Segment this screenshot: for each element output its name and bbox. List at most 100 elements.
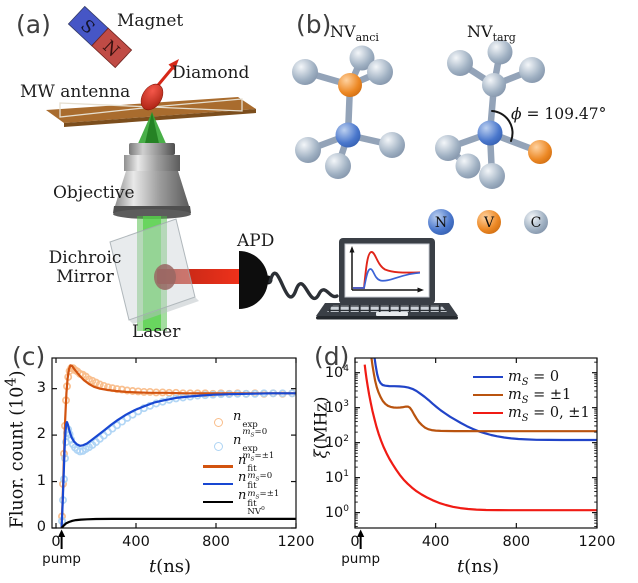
legend-line-sample — [473, 375, 503, 379]
pump-label-c: pump — [42, 551, 82, 567]
atom-legend: N V C — [428, 209, 548, 235]
x-tick-label-d: 1200 — [578, 534, 616, 550]
panel-letter-c: (c) — [12, 342, 46, 371]
y-tick-label-c: 2 — [36, 426, 46, 443]
dichroic-label-line2: Mirror — [56, 267, 114, 287]
y-tick-label-d: 103 — [324, 398, 349, 416]
series-c-4 — [60, 517, 296, 528]
y-tick-label-d: 104 — [324, 363, 349, 381]
legend-line-sample — [203, 500, 233, 504]
carbon-atom — [349, 45, 375, 71]
legend-label: mS = 0 — [508, 369, 560, 388]
laptop-icon — [316, 238, 458, 320]
carbon-atom — [455, 153, 481, 179]
nv-anci-molecule — [292, 45, 405, 179]
pump-label-d: pump — [341, 551, 381, 567]
x-tick-label-d: 0 — [350, 534, 360, 550]
legend-label: n fit mS=±1 — [238, 470, 280, 501]
laser-label: Laser — [132, 322, 181, 342]
legend-line-sample — [473, 393, 503, 397]
legend-label: n exp mS=0 — [233, 408, 268, 439]
carbon-atom — [325, 153, 351, 179]
dichroic-mirror-label: Dichroic Mirror — [46, 249, 124, 287]
apd-label: APD — [237, 231, 275, 251]
legend-entry: n fit NV0 — [203, 488, 279, 516]
panel-letter-a: (a) — [16, 10, 51, 39]
nitrogen-legend-letter: N — [435, 215, 447, 231]
magnet-label: Magnet — [117, 11, 184, 31]
diamond-label: Diamond — [172, 63, 250, 83]
x-tick-label-d: 400 — [421, 534, 450, 550]
nitrogen-atom — [335, 122, 361, 148]
legend-label: n fit NV0 — [238, 488, 265, 517]
chart-c-xlabel: t(ns) — [148, 556, 192, 577]
x-tick-label-c: 800 — [202, 534, 230, 550]
carbon-atom — [379, 132, 405, 158]
magnet-pole-n: N — [98, 37, 123, 62]
carbon-atom — [367, 59, 393, 85]
carbon-atom — [519, 57, 545, 83]
legend-line-sample — [203, 465, 233, 468]
carbon-legend-letter: C — [531, 215, 542, 231]
bond-angle-label: ϕ = 109.47° — [511, 105, 607, 123]
legend-entry: mS = 0, ±1 — [473, 404, 590, 424]
y-tick-label-d: 102 — [324, 433, 349, 451]
chart-d-ylabel: ξ(MHz) — [311, 396, 331, 459]
objective-label: Objective — [53, 183, 135, 203]
vacancy-legend-letter: V — [483, 215, 495, 231]
x-tick-label-c: 0 — [51, 534, 61, 550]
dichroic-label-line1: Dichroic — [48, 248, 122, 268]
legend-label: n exp mS=±1 — [233, 432, 275, 463]
carbon-atom — [482, 73, 506, 97]
legend-marker-circle — [214, 442, 223, 451]
carbon-atom — [479, 163, 505, 189]
carbon-atom — [447, 50, 473, 76]
fluorescence-beam — [154, 264, 241, 290]
legend-label: n fit mS=0 — [238, 452, 273, 483]
nv-targ-label: NVtarg — [467, 22, 516, 45]
chart-c-legend: n exp mS=0 n exp mS=±1 n fit mS=0 n fit mS=±1 n fit NV… — [203, 408, 279, 516]
y-tick-label-d: 101 — [324, 468, 349, 486]
y-tick-label-d: 100 — [324, 503, 349, 521]
green-cone — [136, 112, 168, 148]
nv-anci-label: NVanci — [330, 22, 379, 45]
mw-antenna-label: MW antenna — [20, 82, 131, 102]
magnet-pole-s: S — [76, 16, 98, 39]
nitrogen-atom — [477, 120, 503, 146]
nitrogen-legend-sphere — [428, 209, 454, 235]
legend-entry: n exp mS=±1 — [203, 432, 279, 463]
cable — [268, 271, 339, 301]
carbon-atom — [295, 137, 321, 163]
objective-icon — [113, 143, 191, 219]
vacancy-atom — [528, 140, 552, 164]
vacancy-legend-sphere — [477, 210, 501, 234]
legend-entry: n exp mS=0 — [203, 408, 279, 439]
legend-line-sample — [203, 482, 233, 486]
apd-icon — [239, 251, 273, 309]
legend-label: mS = 0, ±1 — [508, 405, 590, 424]
legend-entry: n fit mS=±1 — [203, 470, 279, 500]
y-tick-label-c: 3 — [36, 379, 46, 396]
chart-d-xlabel: t(ns) — [456, 556, 500, 577]
x-tick-label-c: 1200 — [277, 534, 315, 550]
carbon-legend-sphere — [524, 210, 548, 234]
legend-entry: mS = 0 — [473, 368, 590, 388]
x-tick-label-d: 800 — [502, 534, 531, 550]
legend-marker-circle — [214, 418, 223, 427]
legend-entry: n fit mS=0 — [203, 453, 279, 483]
carbon-atom — [435, 135, 461, 161]
legend-label: mS = ±1 — [508, 387, 572, 406]
bond-angle-arc — [491, 110, 514, 142]
y-tick-label-c: 0 — [36, 519, 46, 535]
vacancy-atom — [338, 73, 362, 97]
x-tick-label-c: 400 — [122, 534, 150, 550]
y-tick-label-c: 1 — [36, 472, 46, 489]
carbon-atom — [292, 59, 318, 85]
legend-line-sample — [473, 411, 503, 415]
legend-entry: mS = ±1 — [473, 386, 590, 406]
panel-letter-b: (b) — [296, 10, 332, 39]
chart-d-legend: mS = 0 mS = ±1 mS = 0, ±1 — [473, 368, 590, 424]
laser-beam — [137, 216, 167, 331]
panel-letter-d: (d) — [314, 342, 350, 371]
